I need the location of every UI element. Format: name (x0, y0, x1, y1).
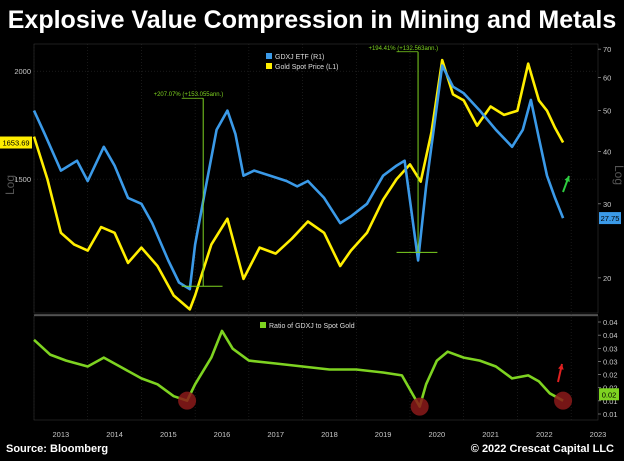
bracket-label: +207.07% (+153.055ann.) (154, 92, 224, 98)
legend-label: Ratio of GDXJ to Spot Gold (269, 323, 355, 330)
up-arrow-red (557, 363, 564, 383)
ratio-tick-label: 0.04 (603, 331, 618, 340)
left-tick-label: 1500 (14, 175, 31, 184)
right-tick-label: 40 (603, 147, 611, 156)
gain-annotation-2020: +194.41% (+132.563ann.) (368, 46, 438, 253)
gain-annotation-2016: +207.07% (+153.055ann.) (154, 92, 224, 287)
right-tick-label: 30 (603, 200, 611, 209)
x-tick-label: 2019 (375, 430, 392, 439)
chart-title: Explosive Value Compression in Mining an… (7, 6, 617, 34)
x-tick-label: 2013 (53, 430, 70, 439)
ratio-series-line (33, 329, 564, 408)
gold-series-line (32, 58, 565, 311)
gdxj-series-line (32, 64, 565, 291)
gold-last-value: 1653.69 (2, 139, 29, 148)
x-tick-label: 2016 (214, 430, 231, 439)
left-tick-label: 2000 (14, 67, 31, 76)
legend-label: Gold Spot Price (L1) (275, 64, 338, 71)
legend-swatch (260, 322, 266, 328)
right-axis-label: Log (612, 165, 624, 185)
ratio-last-value: 0.02 (602, 390, 617, 399)
ratio-tick-label: 0.03 (603, 357, 618, 366)
arrow-head (558, 364, 564, 370)
right-tick-label: 50 (603, 107, 611, 116)
legend-label: GDXJ ETF (R1) (275, 54, 324, 61)
low-highlight-circle (178, 391, 197, 410)
ratio-legend: Ratio of GDXJ to Spot Gold (260, 322, 355, 330)
x-tick-label: 2018 (321, 430, 338, 439)
main-plot-frame (33, 43, 599, 314)
low-highlight-circle (554, 391, 573, 410)
ratio-tick-label: 0.01 (603, 397, 618, 406)
ratio-tick-label: 0.01 (603, 410, 618, 419)
up-arrow-green (562, 175, 570, 193)
ratio-tick-label: 0.04 (603, 318, 618, 327)
x-tick-label: 2022 (536, 430, 553, 439)
right-tick-label: 60 (603, 73, 611, 82)
left-axis-label: Log (3, 175, 17, 195)
x-tick-label: 2023 (590, 430, 607, 439)
bracket-label: +194.41% (+132.563ann.) (368, 46, 438, 52)
source-label: Source: Bloomberg (6, 443, 109, 455)
ratio-tick-label: 0.03 (603, 344, 618, 353)
x-tick-label: 2020 (429, 430, 446, 439)
x-tick-label: 2017 (267, 430, 284, 439)
low-highlight-circle (410, 397, 429, 416)
copyright-label: © 2022 Crescat Capital LLC (470, 443, 614, 455)
right-tick-label: 70 (603, 45, 611, 54)
x-tick-label: 2021 (482, 430, 499, 439)
gold-last-value-badge (0, 136, 32, 149)
right-tick-label: 20 (603, 274, 611, 283)
main-legend: GDXJ ETF (R1) Gold Spot Price (L1) (266, 53, 338, 71)
x-tick-label: 2014 (106, 430, 123, 439)
gdxj-last-value-badge (599, 212, 621, 225)
legend-swatch (266, 63, 272, 69)
ratio-tick-label: 0.02 (603, 384, 618, 393)
legend-swatch (266, 53, 272, 59)
arrow-head (564, 176, 570, 182)
ratio-tick-label: 0.02 (603, 371, 618, 380)
x-tick-label: 2015 (160, 430, 177, 439)
gdxj-last-value: 27.75 (601, 214, 620, 223)
ratio-last-value-badge (599, 388, 619, 401)
